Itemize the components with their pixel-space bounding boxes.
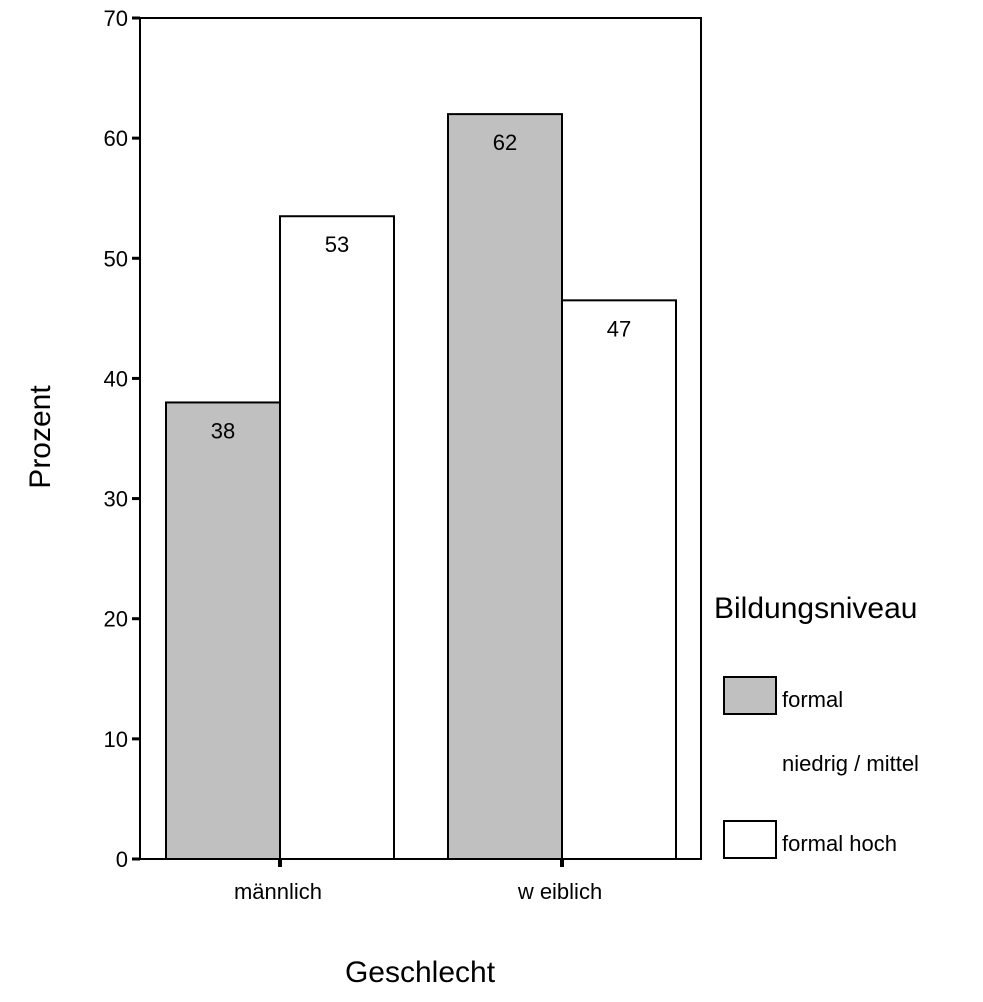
y-tick-label: 40 — [104, 366, 128, 391]
bar — [279, 215, 395, 860]
y-axis-title: Prozent — [24, 385, 57, 489]
plot-area — [139, 17, 702, 860]
y-axis: 0 10 20 30 40 50 60 70 — [104, 6, 140, 872]
x-tick-label: männlich — [234, 879, 322, 904]
legend-swatch — [723, 820, 777, 859]
legend-swatch — [723, 676, 777, 715]
y-tick-label: 60 — [104, 126, 128, 151]
y-tick-label: 70 — [104, 6, 128, 31]
y-tick-label: 0 — [116, 847, 128, 872]
y-tick-label: 20 — [104, 607, 128, 632]
bar — [165, 401, 281, 860]
y-tick-label: 30 — [104, 487, 128, 512]
x-tick-label: w eiblich — [517, 879, 602, 904]
legend-label: formal — [782, 687, 843, 712]
y-tick-label: 50 — [104, 246, 128, 271]
data-label: 47 — [607, 316, 631, 341]
legend-title: Bildungsniveau — [714, 592, 917, 625]
bar — [447, 113, 563, 861]
x-axis: männlich w eiblich — [234, 859, 602, 904]
legend-label: formal hoch — [782, 831, 897, 856]
legend: Bildungsniveau formal niedrig / mittel for… — [714, 592, 919, 859]
bar — [561, 299, 677, 861]
x-axis-title: Geschlecht — [345, 956, 496, 989]
legend-label: niedrig / mittel — [782, 751, 919, 776]
data-label: 62 — [493, 130, 517, 155]
plot-frame — [139, 17, 702, 860]
data-label: 53 — [325, 232, 349, 257]
y-tick-label: 10 — [104, 727, 128, 752]
data-label: 38 — [211, 418, 235, 443]
bars: 38 53 62 47 — [165, 113, 677, 861]
